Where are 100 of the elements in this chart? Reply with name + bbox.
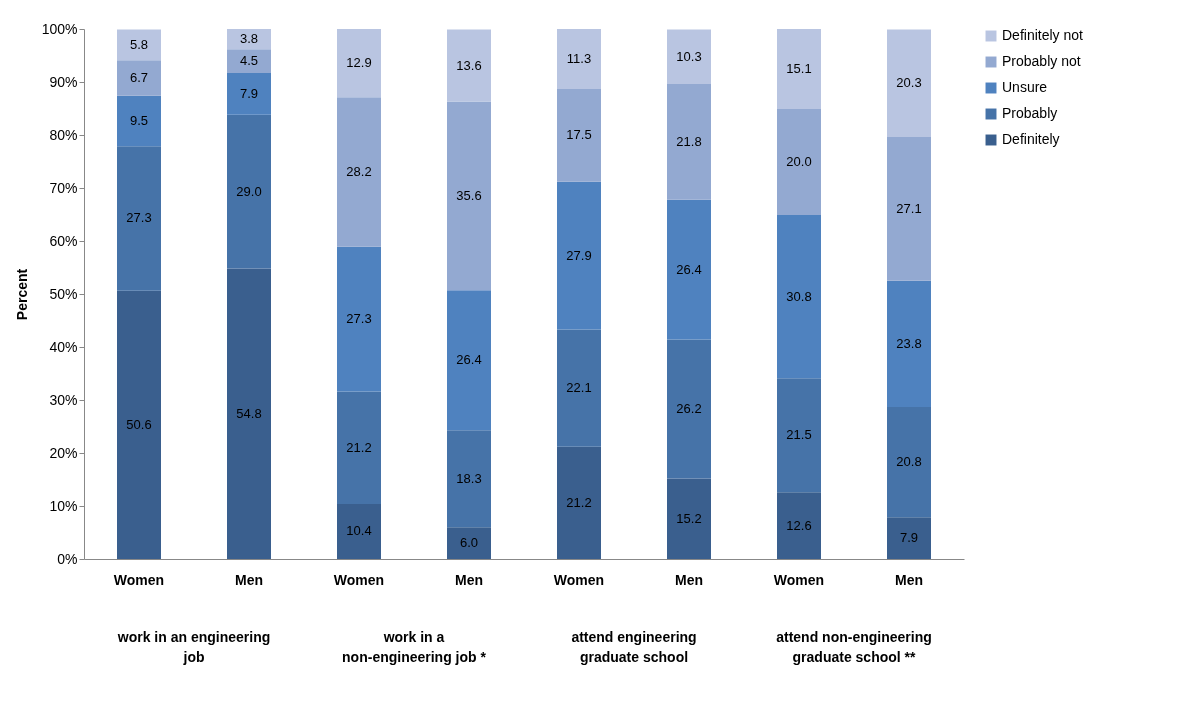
data-label: 6.7	[129, 70, 149, 86]
y-tick-label: 60%	[49, 232, 78, 249]
bar	[117, 60, 161, 96]
data-label: 26.4	[456, 352, 482, 368]
bar	[447, 290, 491, 431]
x-tick-label: Women	[773, 571, 825, 588]
data-label: 5.8	[129, 36, 149, 52]
x-tick-label: Women	[553, 571, 605, 588]
bar	[887, 29, 931, 138]
data-label: 10.3	[676, 48, 702, 64]
data-label: 15.1	[786, 61, 812, 77]
data-label: 27.9	[566, 247, 592, 263]
bar	[667, 84, 711, 200]
data-label: 29.0	[236, 183, 262, 199]
data-label: 21.2	[346, 439, 372, 455]
x-tick-label: Men	[455, 571, 483, 588]
bar	[117, 146, 161, 291]
bar	[227, 268, 271, 559]
x-tick-label: Men	[895, 571, 923, 588]
bar	[557, 181, 601, 330]
bar	[887, 517, 931, 559]
data-label: 28.2	[346, 164, 372, 180]
bar	[117, 95, 161, 147]
data-label: 9.5	[129, 112, 149, 128]
data-label: 22.1	[566, 380, 592, 396]
bar	[777, 109, 821, 216]
text: attend non-engineering graduate school **	[776, 629, 932, 665]
bar	[337, 246, 381, 392]
bar	[447, 29, 491, 102]
data-label: 27.3	[346, 311, 372, 327]
data-label: 11.3	[566, 50, 592, 66]
bar	[447, 101, 491, 291]
bar	[337, 29, 381, 98]
data-label: 21.8	[676, 133, 702, 149]
y-tick-label: 70%	[49, 179, 78, 196]
bar	[777, 29, 821, 110]
x-tick-label: Women	[113, 571, 165, 588]
bar	[557, 29, 601, 89]
bar	[227, 49, 271, 73]
text: work in an engineering job	[116, 629, 271, 665]
bar	[337, 391, 381, 504]
data-label: 13.6	[456, 57, 482, 73]
y-tick-label: 100%	[41, 20, 78, 37]
bar	[117, 29, 161, 61]
y-tick-label: 50%	[49, 285, 78, 302]
bar	[777, 215, 821, 379]
data-label: 21.5	[786, 427, 812, 443]
bar	[227, 72, 271, 115]
bar	[447, 430, 491, 528]
data-label: 20.8	[896, 454, 922, 470]
legend-label: Unsure	[1002, 79, 1048, 95]
bar	[337, 503, 381, 559]
data-label: 26.2	[676, 401, 702, 417]
x-tick-label: Women	[333, 571, 385, 588]
data-label: 12.9	[346, 55, 372, 71]
data-label: 35.6	[456, 187, 482, 203]
bar	[887, 280, 931, 407]
y-tick-label: 0%	[57, 550, 78, 567]
bar	[557, 88, 601, 182]
data-label: 21.2	[566, 494, 592, 510]
x-tick-label: Men	[675, 571, 703, 588]
y-tick-label: 90%	[49, 73, 78, 90]
data-label: 30.8	[786, 288, 812, 304]
data-label: 15.2	[676, 510, 702, 526]
data-label: 23.8	[896, 335, 922, 351]
text: work in a non-engineering job *	[342, 629, 487, 665]
y-tick-label: 10%	[49, 497, 78, 514]
bar	[447, 527, 491, 559]
bar	[337, 97, 381, 247]
y-tick-label: 30%	[49, 391, 78, 408]
bar	[777, 492, 821, 559]
y-tick-label: 20%	[49, 444, 78, 461]
y-tick-label: 80%	[49, 126, 78, 143]
bar	[667, 478, 711, 559]
bar	[557, 329, 601, 447]
y-axis-title: Percent	[13, 268, 30, 321]
y-tick-label: 40%	[49, 338, 78, 355]
bar	[887, 137, 931, 281]
bar	[667, 339, 711, 479]
bar	[887, 406, 931, 518]
bar	[557, 446, 601, 559]
bar	[777, 378, 821, 493]
data-label: 20.0	[786, 154, 812, 170]
data-label: 4.5	[239, 53, 259, 69]
data-label: 27.3	[126, 210, 152, 226]
data-label: 26.4	[676, 261, 702, 277]
data-label: 50.6	[126, 416, 152, 432]
data-label: 3.8	[239, 31, 259, 47]
data-label: 7.9	[899, 530, 919, 546]
legend-label: Definitely	[1002, 131, 1060, 147]
data-label: 12.6	[786, 517, 812, 533]
data-label: 6.0	[459, 535, 479, 551]
data-label: 17.5	[566, 127, 592, 143]
bar	[117, 290, 161, 559]
legend-label: Definitely not	[1002, 27, 1084, 43]
x-tick-label: Men	[235, 571, 263, 588]
legend-label: Probably not	[1002, 53, 1081, 69]
text: attend engineering graduate school	[571, 629, 697, 665]
data-label: 10.4	[346, 523, 372, 539]
bar	[667, 29, 711, 85]
